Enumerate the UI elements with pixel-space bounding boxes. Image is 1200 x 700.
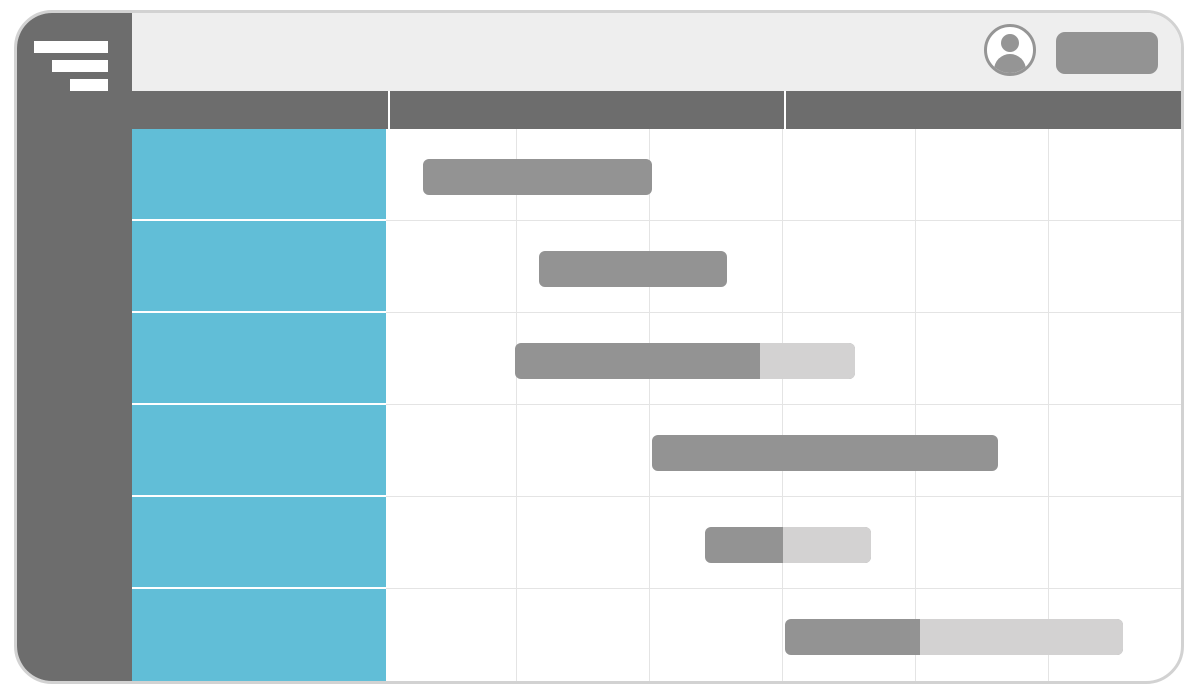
grid-row-line bbox=[386, 404, 1181, 405]
task-bar[interactable] bbox=[705, 527, 871, 563]
task-bar[interactable] bbox=[652, 435, 998, 471]
app-window bbox=[14, 10, 1184, 684]
task-bar-remaining bbox=[783, 527, 871, 563]
grid-column-line bbox=[1048, 129, 1049, 681]
user-avatar-icon[interactable] bbox=[984, 24, 1036, 76]
menu-icon[interactable] bbox=[32, 41, 108, 97]
grid-column-line bbox=[1181, 129, 1182, 681]
header-period-1 bbox=[388, 91, 784, 129]
grid-row-line bbox=[386, 312, 1181, 313]
gantt-grid bbox=[386, 129, 1181, 681]
grid-column-line bbox=[915, 129, 916, 681]
header-period-2 bbox=[784, 91, 1181, 129]
task-row[interactable] bbox=[132, 405, 386, 495]
task-row[interactable] bbox=[132, 129, 386, 219]
task-bar[interactable] bbox=[515, 343, 855, 379]
grid-column-line bbox=[649, 129, 650, 681]
task-bar[interactable] bbox=[785, 619, 1123, 655]
header-task-column bbox=[132, 91, 386, 129]
timeline-header bbox=[132, 91, 1181, 129]
sidebar bbox=[17, 13, 132, 681]
grid-column-line bbox=[782, 129, 783, 681]
task-bar[interactable] bbox=[539, 251, 727, 287]
task-bar[interactable] bbox=[423, 159, 652, 195]
top-bar bbox=[132, 13, 1181, 91]
grid-row-line bbox=[386, 220, 1181, 221]
task-row[interactable] bbox=[132, 313, 386, 403]
grid-row-line bbox=[386, 588, 1181, 589]
task-bar-remaining bbox=[920, 619, 1123, 655]
grid-column-line bbox=[516, 129, 517, 681]
task-row[interactable] bbox=[132, 221, 386, 311]
top-action-button[interactable] bbox=[1056, 32, 1158, 74]
task-bar-remaining bbox=[760, 343, 855, 379]
task-row[interactable] bbox=[132, 497, 386, 587]
grid-row-line bbox=[386, 496, 1181, 497]
task-row[interactable] bbox=[132, 589, 386, 681]
task-list bbox=[132, 129, 386, 681]
